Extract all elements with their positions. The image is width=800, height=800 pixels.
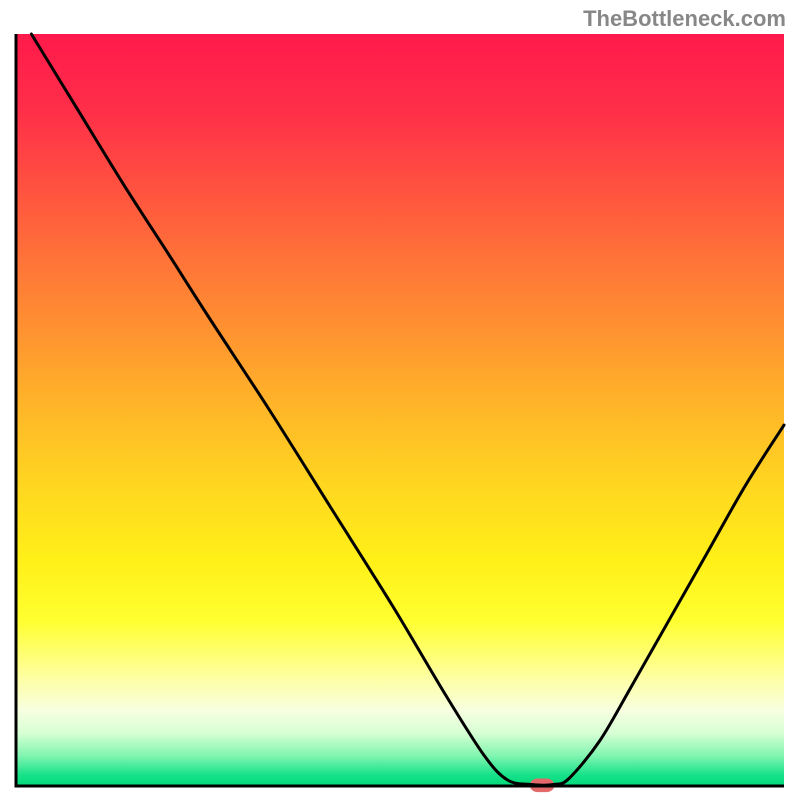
gradient-background (16, 34, 784, 786)
chart-container: TheBottleneck.com (0, 0, 800, 800)
bottleneck-curve-chart (0, 0, 800, 800)
